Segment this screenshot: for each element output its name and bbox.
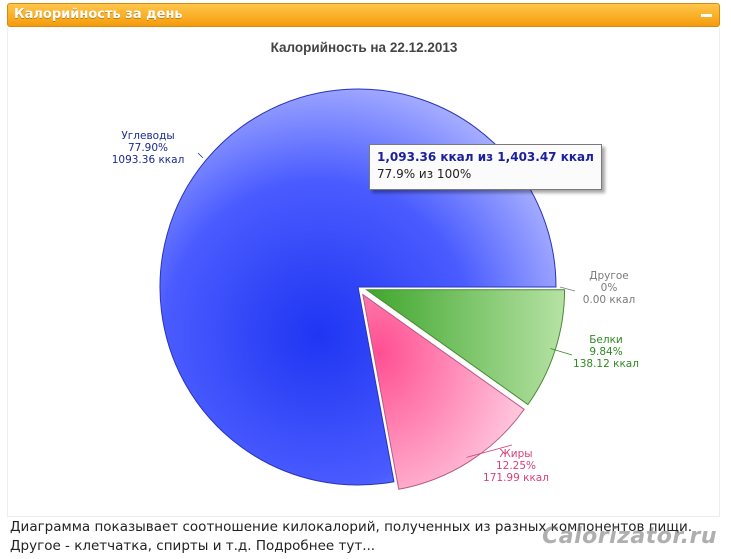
leader-line-other [559, 286, 576, 292]
pie-slice-fat[interactable] [362, 293, 525, 490]
panel-title: Калорийность за день [14, 7, 183, 22]
pie-chart: Калорийность на 22.12.2013 Углеводы 77.90… [112, 40, 639, 490]
slice-label-other: Другое 0% 0.00 ккал [583, 270, 636, 306]
caption-line-2: Другое - клетчатка, спирты и т.д. [10, 538, 252, 554]
panel-header: Калорийность за день [7, 3, 720, 27]
caption-line-1: Диаграмма показывает соотношение килокал… [10, 519, 693, 535]
slice-label-fat: Жиры 12.25% 171.99 ккал [483, 448, 549, 484]
collapse-icon[interactable] [699, 10, 714, 21]
leader-line-carbs [197, 152, 204, 159]
chart-tooltip: 1,093.36 ккал из 1,403.47 ккал 77.9% из … [369, 144, 602, 190]
more-link[interactable]: Подробнее тут... [255, 538, 376, 554]
leader-line-fat [466, 444, 513, 458]
slice-label-carbs: Углеводы 77.90% 1093.36 ккал [112, 130, 185, 166]
slice-label-protein: Белки 9.84% 138.12 ккал [573, 334, 639, 370]
leader-line-protein [550, 348, 573, 356]
chart-caption: Диаграмма показывает соотношение килокал… [10, 518, 725, 556]
tooltip-value: 1,093.36 ккал из 1,403.47 ккал [377, 150, 594, 164]
tooltip-percent: 77.9% из 100% [377, 167, 472, 181]
chart-panel: Калорийность на 22.12.2013 Углеводы 77.90… [7, 27, 720, 517]
chart-title: Калорийность на 22.12.2013 [271, 40, 458, 55]
watermark-logo: Calorizator.ru [542, 524, 717, 549]
